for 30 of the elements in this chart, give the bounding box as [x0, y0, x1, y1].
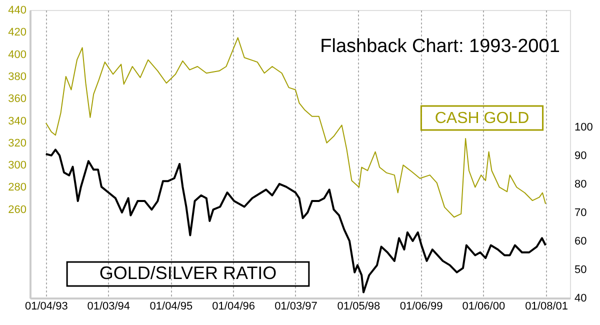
x-tick-label: 01/04/95 [150, 300, 193, 312]
y-tick-label: 340 [8, 115, 26, 128]
y-tick-label: 440 [8, 4, 26, 16]
x-tick-label: 01/04/93 [24, 300, 68, 312]
y-tick-label: 420 [8, 26, 26, 39]
text: Flashback Chart: 1993-2001 [320, 36, 560, 57]
x-tick-label: 01/08/01 [525, 300, 568, 312]
x-tick-label: 01/06/99 [400, 300, 443, 312]
x-tick-label: 01/03/97 [274, 300, 318, 312]
y2-tick-label: 80 [574, 178, 587, 190]
y-tick-label: 380 [8, 70, 26, 83]
y-tick-label: 400 [8, 48, 26, 61]
text: GOLD/SILVER RATIO [99, 263, 277, 283]
x-tick-label: 01/04/96 [212, 300, 255, 312]
y2-tick-label: 60 [574, 235, 587, 248]
y-tick-label: 280 [8, 182, 26, 194]
y2-tick-label: 50 [574, 264, 587, 276]
series-label: CASH GOLD [434, 110, 530, 127]
y-tick-label: 260 [8, 204, 26, 216]
line-series [44, 148, 547, 294]
x-tick-label: 01/06/00 [462, 300, 506, 312]
x-tick-label: 01/03/94 [87, 300, 130, 312]
y2-tick-label: 40 [574, 292, 587, 304]
y-tick-label: 360 [8, 93, 26, 106]
y2-tick-label: 100 [574, 121, 593, 134]
y-tick-label: 320 [8, 137, 26, 150]
x-tick-label: 01/05/98 [337, 300, 380, 312]
y2-tick-label: 90 [574, 150, 587, 162]
y2-tick-label: 70 [574, 206, 587, 219]
y-tick-label: 300 [8, 160, 26, 172]
